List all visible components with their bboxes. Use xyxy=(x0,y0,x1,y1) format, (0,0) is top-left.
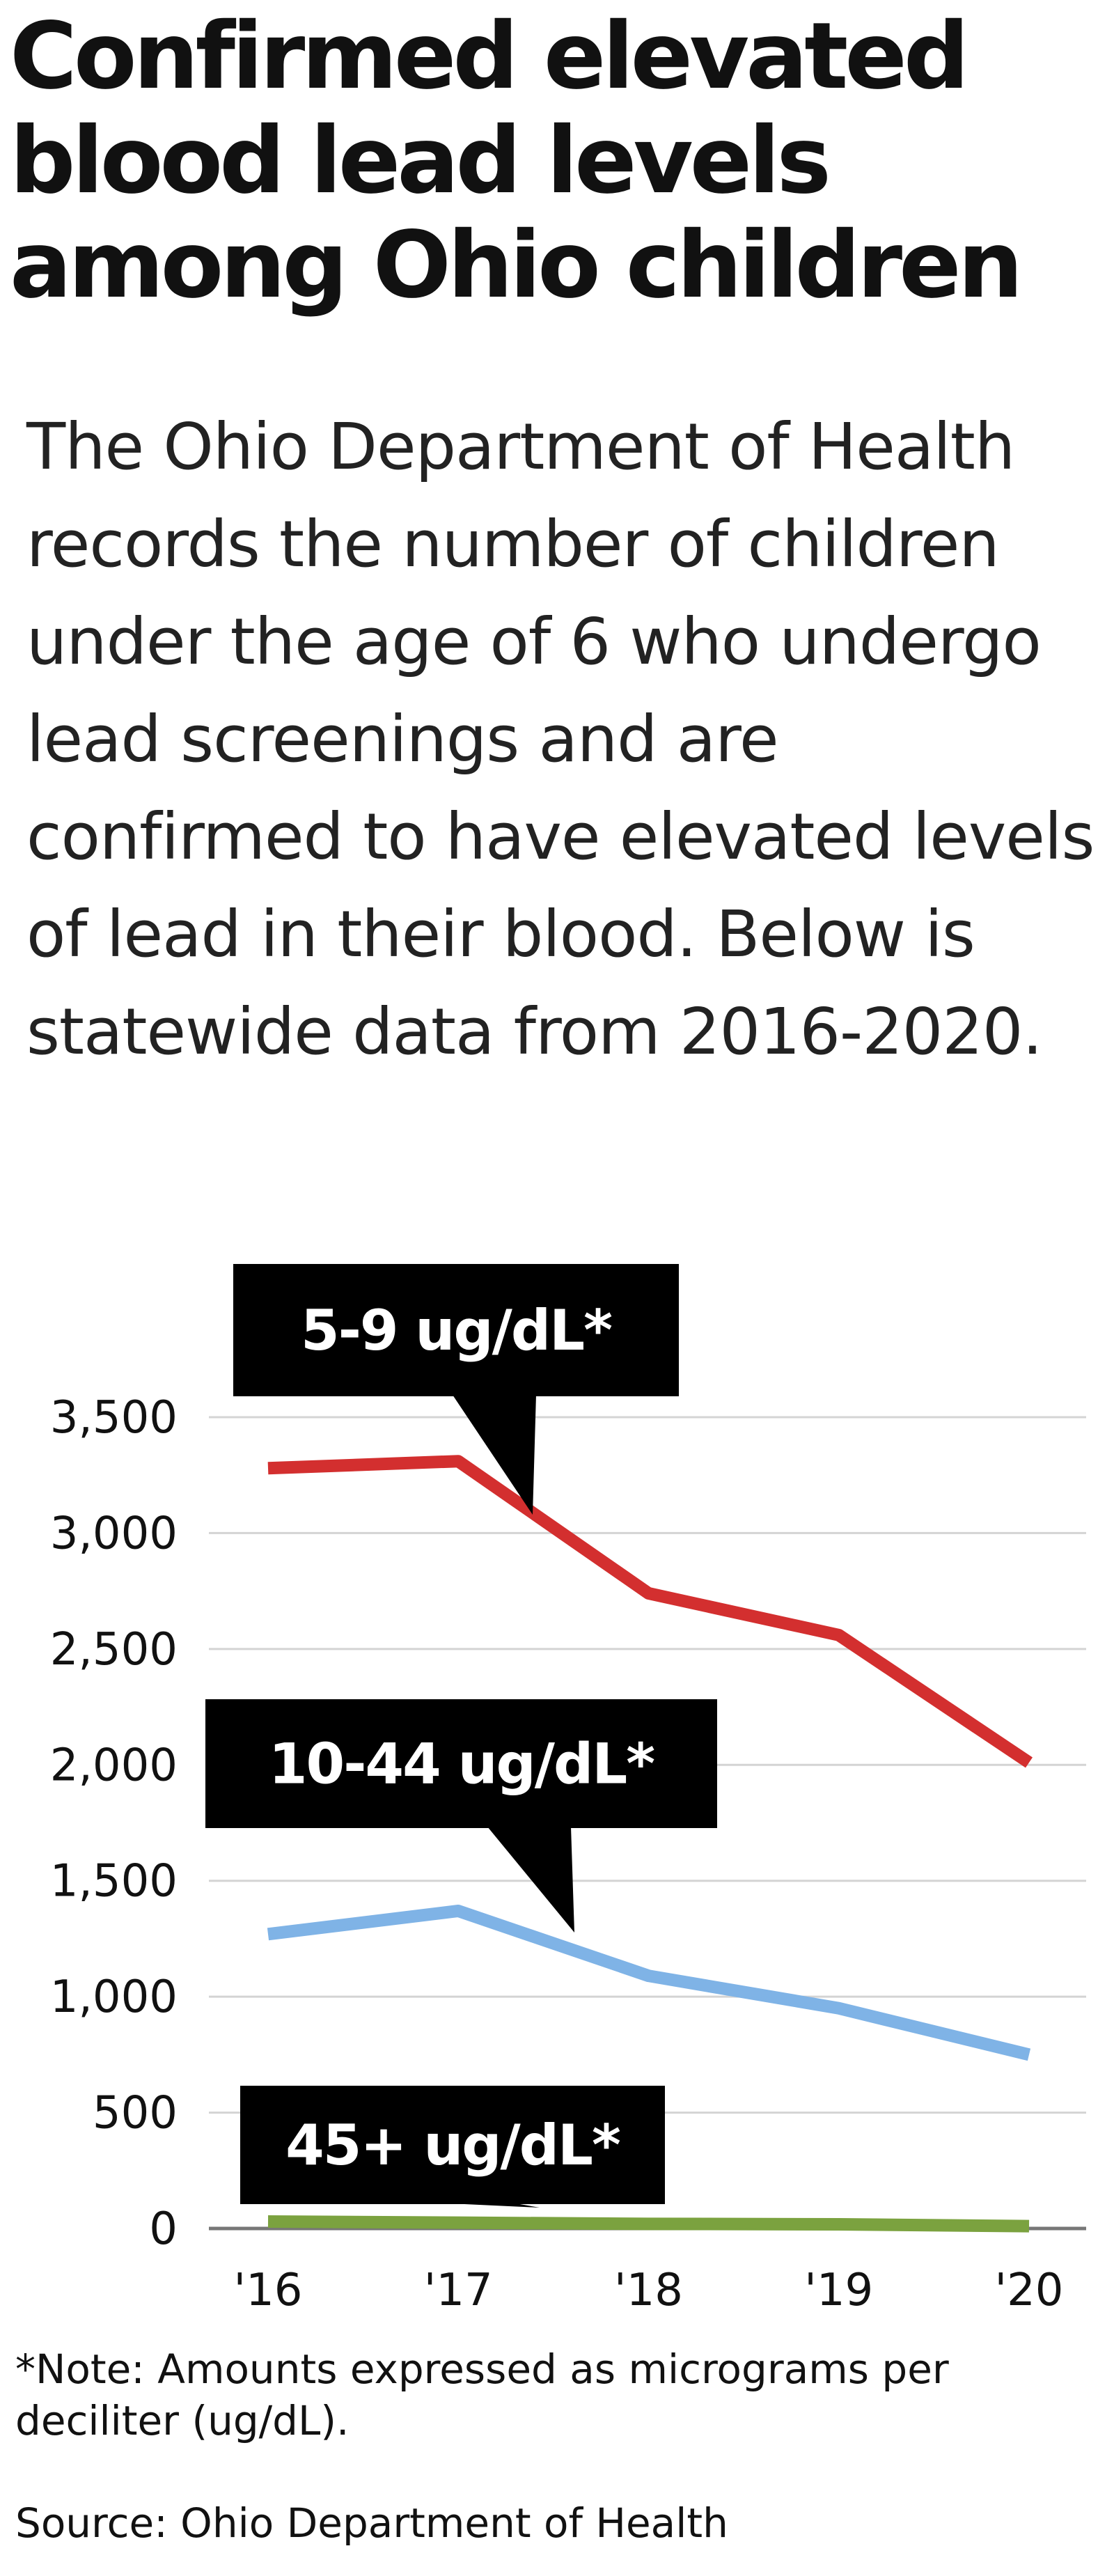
y-tick-label: 1,500 xyxy=(50,1856,178,1907)
callout-0: 5-9 ug/dL* xyxy=(233,1264,679,1515)
series-lines xyxy=(267,1455,1033,2233)
x-tick-label: '19 xyxy=(804,2265,873,2316)
callout-1: 10-44 ug/dL* xyxy=(205,1699,717,1933)
y-axis-ticks: 0 500 1,000 1,500 2,000 2,500 3,000 3,500 xyxy=(50,1392,178,2255)
callout-pointer xyxy=(487,1827,574,1933)
series-label: 5-9 ug/dL* xyxy=(301,1298,612,1363)
series-line-1 xyxy=(267,1904,1031,2061)
chart-title: Confirmed elevated blood lead levels amo… xyxy=(10,3,1023,319)
footnote: *Note: Amounts expressed as micrograms p… xyxy=(15,2345,949,2444)
y-tick-label: 2,000 xyxy=(50,1740,178,1791)
x-tick-label: '18 xyxy=(614,2265,683,2316)
series-line-0 xyxy=(267,1455,1033,1768)
y-tick-label: 0 xyxy=(149,2203,178,2255)
chart-subtitle: The Ohio Department of Health records th… xyxy=(26,409,1095,1069)
series-label: 10-44 ug/dL* xyxy=(269,1732,654,1797)
callout-box xyxy=(205,1699,717,1828)
y-tick-label: 3,500 xyxy=(50,1392,178,1444)
callout-box xyxy=(240,2086,665,2204)
series-callouts: 5-9 ug/dL* 10-44 ug/dL* 45+ ug/dL* xyxy=(205,1264,717,2208)
series-line-2 xyxy=(267,2215,1030,2233)
y-tick-label: 500 xyxy=(93,2088,178,2139)
y-tick-label: 1,000 xyxy=(50,1972,178,2023)
callout-2: 45+ ug/dL* xyxy=(240,2086,665,2208)
series-label: 45+ ug/dL* xyxy=(285,2113,620,2178)
x-tick-label: '16 xyxy=(233,2265,302,2316)
y-tick-label: 3,000 xyxy=(50,1508,178,1559)
x-axis-ticks: '16 '17 '18 '19 '20 xyxy=(233,2265,1063,2316)
x-tick-label: '20 xyxy=(994,2265,1063,2316)
callout-box xyxy=(233,1264,679,1396)
source-line: Source: Ohio Department of Health xyxy=(15,2499,728,2547)
y-tick-label: 2,500 xyxy=(50,1624,178,1676)
x-tick-label: '17 xyxy=(424,2265,493,2316)
callout-pointer xyxy=(453,1395,536,1515)
